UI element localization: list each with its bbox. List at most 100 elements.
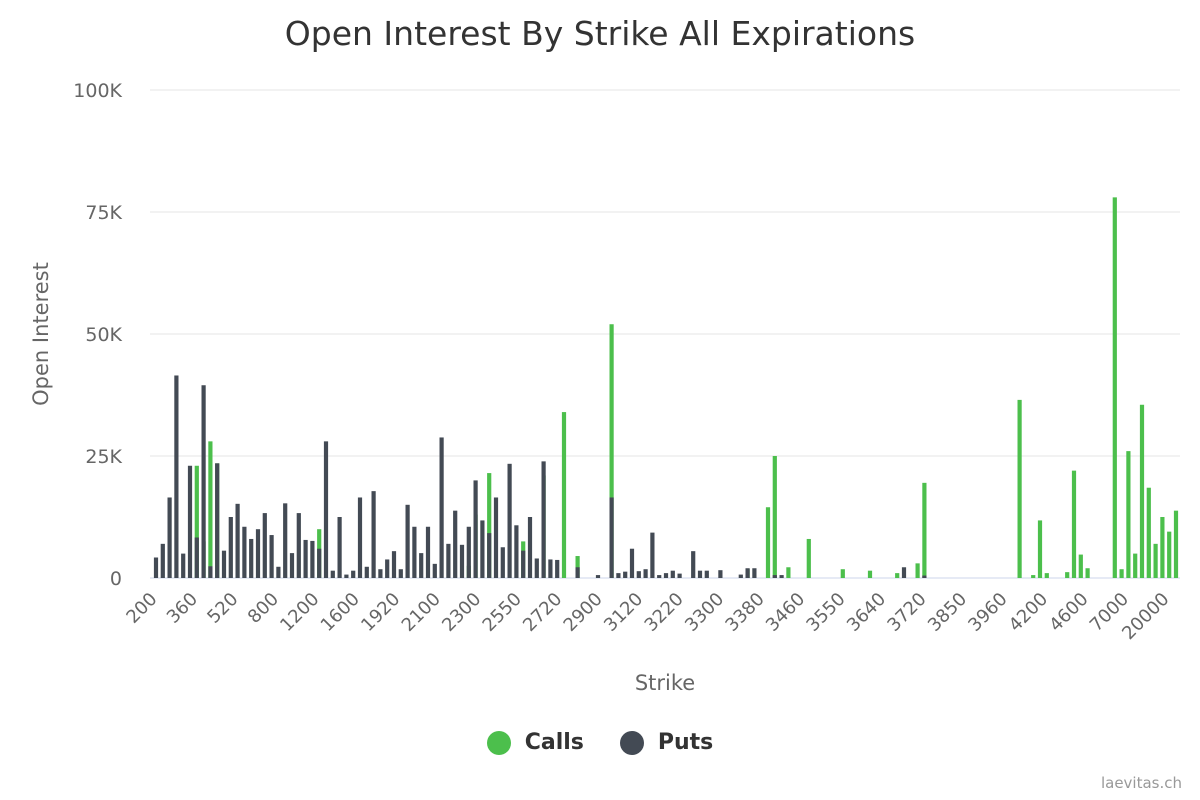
calls-bar (1167, 531, 1172, 578)
puts-bar (595, 575, 601, 578)
x-axis-label: Strike (635, 671, 695, 695)
legend-item-puts[interactable]: Puts (619, 730, 713, 755)
calls-bar (194, 465, 199, 578)
x-tick-label: 3850 (924, 589, 971, 636)
x-tick-label: 2900 (560, 589, 607, 636)
puts-bar (521, 550, 526, 578)
x-tick-label: 3550 (802, 589, 849, 636)
calls-bar (806, 538, 811, 578)
x-tick-label: 520 (203, 589, 242, 628)
puts-bar (779, 575, 784, 578)
calls-bar (1173, 510, 1179, 578)
puts-bar (174, 375, 179, 578)
puts-bar (657, 575, 662, 578)
puts-bar (697, 570, 703, 578)
puts-bar (609, 497, 614, 578)
x-tick-label: 1920 (357, 589, 404, 636)
x-tick-label: 3120 (600, 589, 647, 636)
calls-bar (922, 482, 927, 578)
puts-bar (269, 535, 274, 578)
puts-bar (718, 570, 723, 578)
puts-bar (262, 513, 267, 578)
puts-bar (922, 575, 927, 578)
puts-bar (643, 569, 648, 578)
calls-bar (1044, 573, 1049, 578)
x-tick-label: 4600 (1045, 589, 1092, 636)
calls-bar (1119, 569, 1124, 578)
puts-bar (167, 497, 172, 578)
calls-bar (561, 412, 567, 578)
legend-label-calls: Calls (524, 730, 584, 755)
puts-bar (738, 574, 743, 578)
puts-bar (235, 503, 240, 578)
puts-bar (357, 497, 363, 578)
puts-bar (473, 480, 478, 578)
y-tick-label: 100K (73, 80, 122, 102)
puts-bar (548, 559, 553, 578)
calls-bar (1126, 451, 1131, 578)
x-tick-label: 1600 (317, 589, 364, 636)
puts-bar (255, 529, 261, 578)
puts-bar (453, 510, 458, 578)
puts-bar (432, 563, 437, 578)
x-tick-label: 3380 (721, 589, 768, 636)
puts-bar (466, 526, 471, 578)
puts-bar (330, 570, 335, 578)
calls-bar (1017, 399, 1022, 578)
puts-bar (283, 503, 288, 578)
calls-bar (1160, 517, 1165, 578)
puts-bar (391, 551, 397, 578)
puts-bar (412, 526, 417, 578)
puts-bar (276, 566, 281, 578)
puts-bar (215, 463, 220, 578)
calls-bar (772, 456, 777, 578)
puts-bar (493, 497, 499, 578)
puts-bar (385, 559, 390, 578)
puts-bar (242, 526, 247, 578)
calls-bar (786, 567, 791, 578)
calls-bar (1071, 470, 1077, 578)
calls-bar (915, 563, 920, 578)
puts-bar (534, 558, 539, 578)
puts-bar (527, 517, 533, 578)
puts-bar (187, 465, 193, 578)
calls-bar (1031, 575, 1036, 578)
puts-bar (500, 547, 505, 578)
legend-item-calls[interactable]: Calls (486, 730, 584, 755)
puts-bar (194, 537, 199, 578)
y-tick-label: 0 (110, 568, 122, 590)
puts-bar (351, 570, 356, 578)
calls-bar (609, 324, 614, 578)
calls-legend-marker (486, 730, 511, 755)
puts-bar (636, 571, 641, 578)
x-tick-label: 3460 (762, 589, 809, 636)
calls-bar (487, 473, 492, 578)
puts-bar (160, 543, 165, 578)
puts-bar (323, 441, 329, 578)
puts-bar (480, 520, 485, 578)
calls-bar (765, 507, 771, 578)
calls-bar (575, 556, 580, 578)
calls-bar (208, 441, 213, 578)
puts-bar (310, 540, 315, 578)
puts-bar (181, 553, 186, 578)
x-tick-label: 2100 (398, 589, 445, 636)
x-tick-label: 4200 (1005, 589, 1052, 636)
puts-bar (901, 567, 907, 578)
puts-bar (650, 532, 655, 578)
puts-bar (303, 539, 308, 578)
x-tick-label: 3640 (843, 589, 890, 636)
calls-bar (1078, 554, 1083, 578)
calls-bar (1146, 487, 1151, 578)
x-tick-label: 3960 (964, 589, 1011, 636)
calls-bar (895, 573, 900, 578)
puts-bar (752, 568, 757, 578)
x-tick-label: 3720 (883, 589, 930, 636)
calls-bar (867, 570, 873, 578)
puts-bar (507, 463, 512, 578)
calls-bar (1139, 404, 1145, 578)
puts-bar (487, 533, 492, 578)
x-tick-label: 1200 (276, 589, 323, 636)
x-tick-label: 3220 (641, 589, 688, 636)
